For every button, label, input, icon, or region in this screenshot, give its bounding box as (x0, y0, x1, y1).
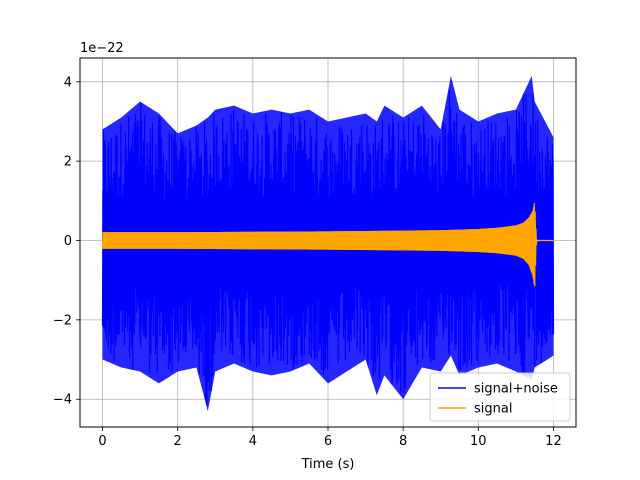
series-line (101, 203, 556, 287)
x-tick-label: 4 (249, 434, 257, 449)
x-tick-label: 2 (174, 434, 182, 449)
y-offset-text: 1e−22 (80, 41, 124, 56)
series-line (101, 90, 555, 406)
x-tick-label: 12 (545, 434, 562, 449)
y-tick-label: −2 (53, 313, 72, 328)
legend-label: signal+noise (474, 382, 558, 397)
ticks: 0 2 4 6 8 10 12 −4 −2 0 2 4 (53, 75, 562, 449)
x-tick-label: 6 (324, 434, 332, 449)
x-tick-label: 10 (470, 434, 487, 449)
y-tick-label: 0 (64, 234, 72, 249)
legend-label: signal (474, 402, 512, 417)
series-layer (101, 75, 556, 412)
y-tick-label: −4 (53, 393, 72, 408)
series-signal (101, 202, 556, 289)
x-tick-label: 8 (399, 434, 407, 449)
x-tick-label: 0 (98, 434, 106, 449)
y-tick-label: 2 (64, 155, 72, 170)
y-tick-label: 4 (64, 75, 72, 90)
legend: signal+noise signal (429, 372, 571, 422)
x-axis-label: Time (s) (301, 457, 355, 472)
legend-box (429, 372, 571, 422)
